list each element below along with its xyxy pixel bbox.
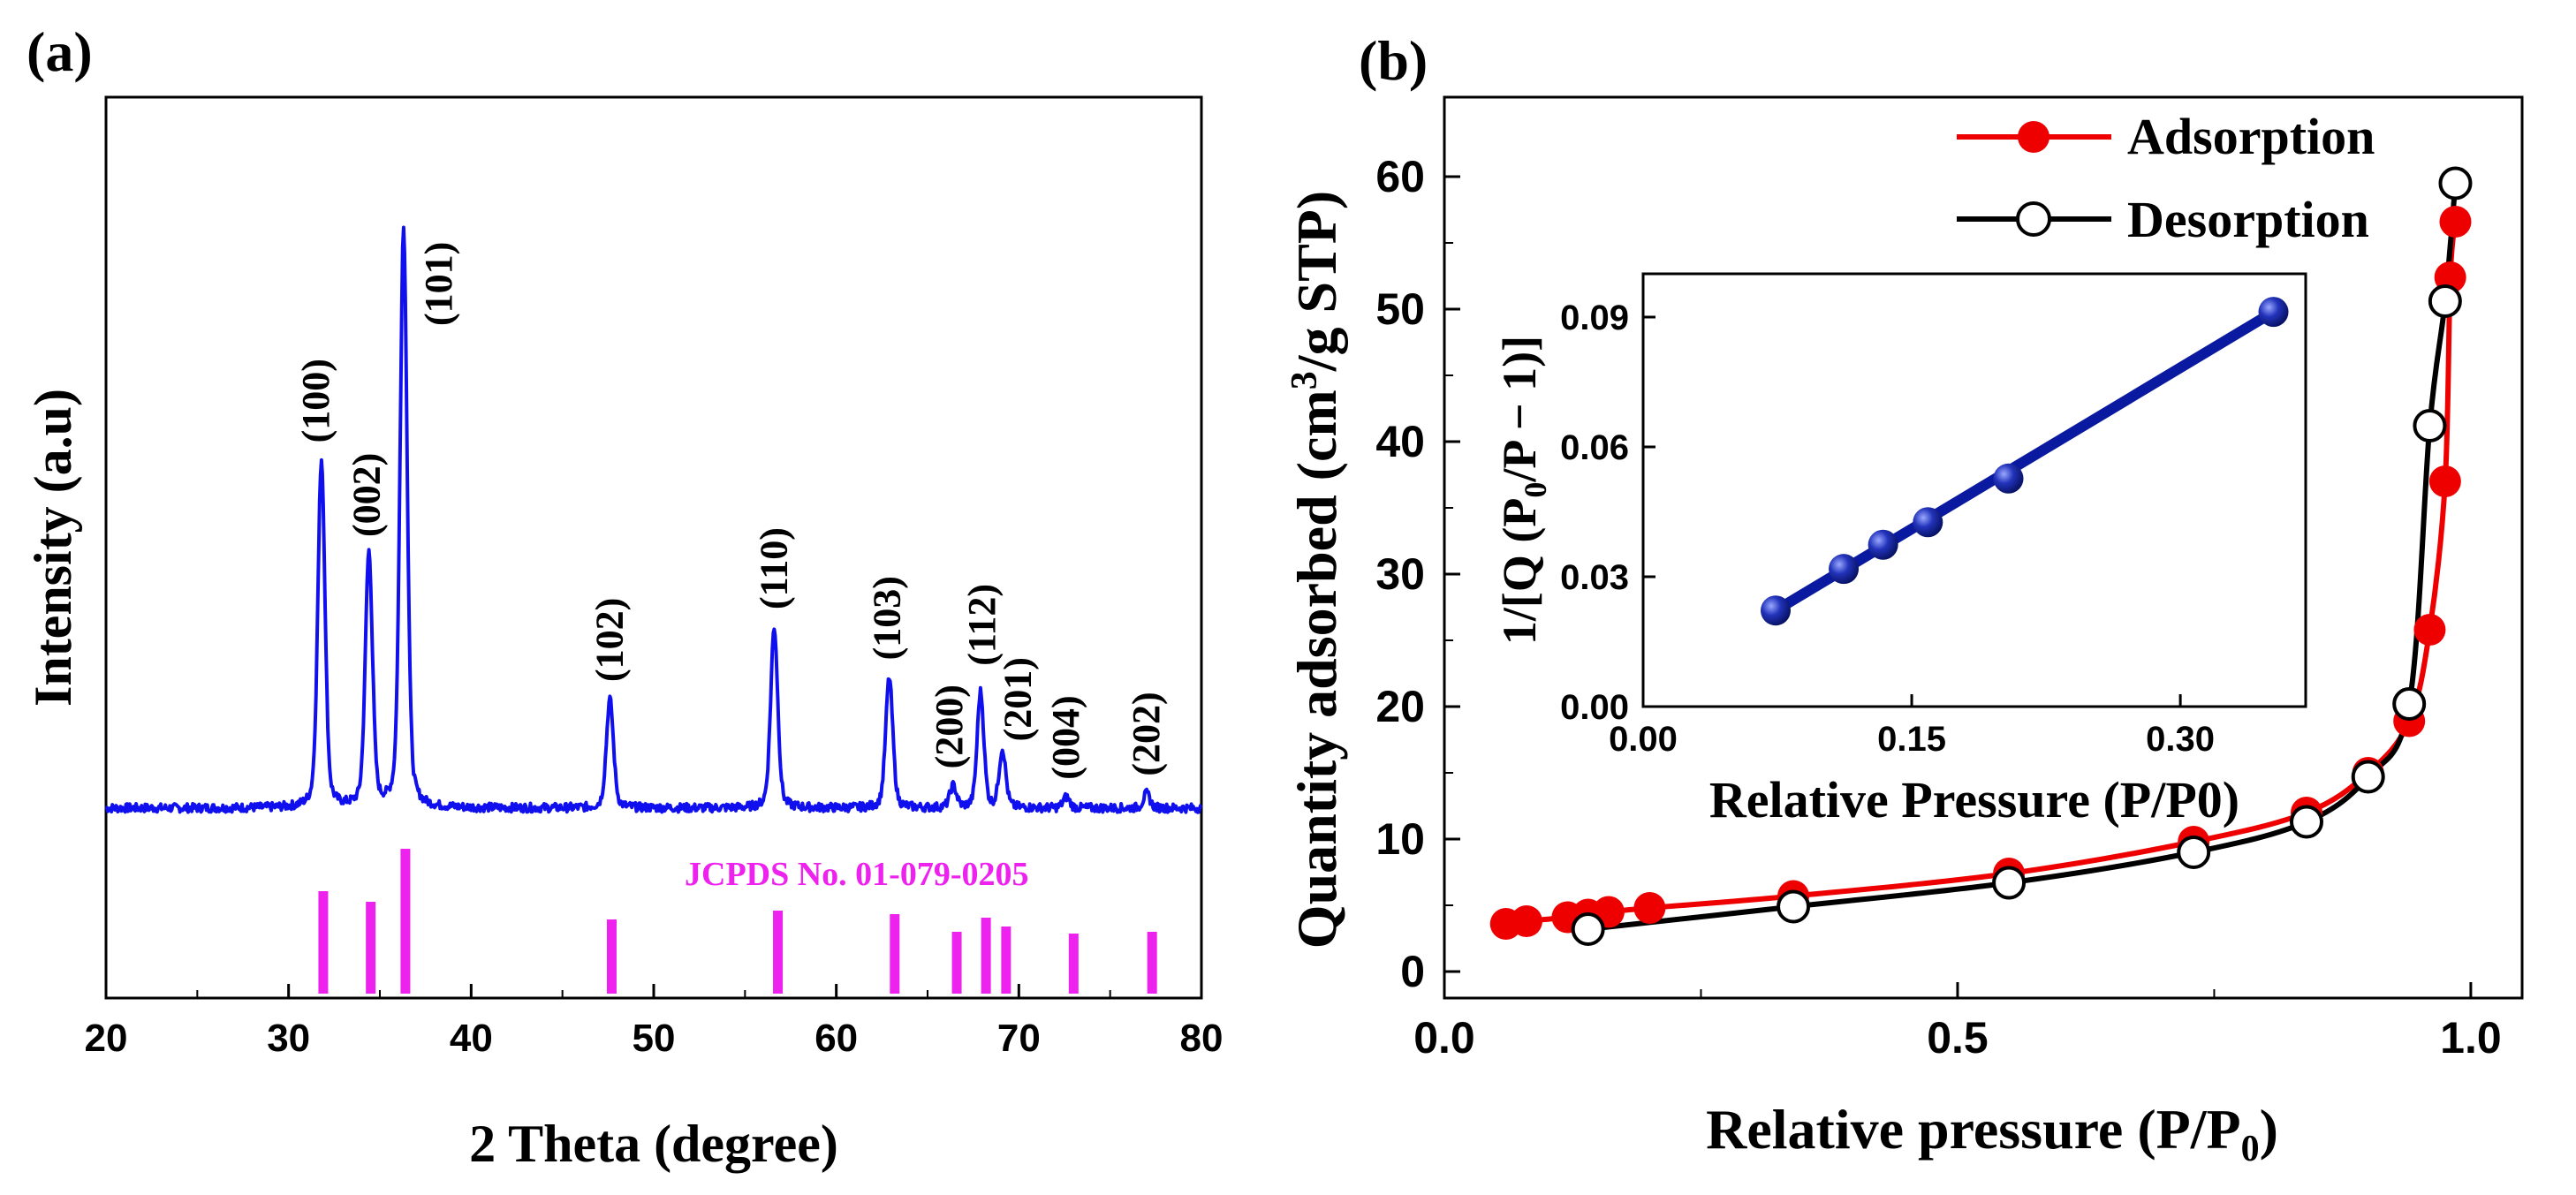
desorption-point <box>2413 409 2447 442</box>
legend-adsorption-label: Adsorption <box>2127 108 2375 165</box>
legend: Adsorption Desorption <box>1957 108 2375 248</box>
inset-y-axis-label: 1/[Q (P0/P − 1)] <box>1493 336 1553 645</box>
bet-y-tick-label: 50 <box>1375 284 1425 334</box>
legend-adsorption-marker <box>2018 121 2049 153</box>
desorption-point <box>2290 805 2323 839</box>
xrd-peak-label: (002) <box>345 453 389 537</box>
inset-x-tick-label: 0.30 <box>2146 720 2215 759</box>
xrd-peak-label: (110) <box>752 527 795 609</box>
adsorption-point <box>1633 892 1666 924</box>
bet-y-ticks: 0 10 20 30 40 50 60 <box>1375 152 1460 996</box>
inset-point <box>1761 595 1791 626</box>
desorption-point <box>1992 866 2027 900</box>
jcpds-reference-sticks <box>318 849 1157 994</box>
xrd-peak-label: (101) <box>417 242 460 326</box>
desorption-point <box>2392 687 2427 721</box>
inset-point <box>1829 554 1860 585</box>
xrd-x-tick-label: 40 <box>450 1017 493 1060</box>
inset-x-tick-label: 0.15 <box>1877 720 1946 759</box>
xrd-y-axis-label: Intensity (a.u) <box>24 389 82 707</box>
xrd-x-tick-label: 70 <box>997 1017 1041 1060</box>
bet-inset: 0.00 0.15 0.30 0.00 0.03 0.06 0.09 Relative P… <box>1493 272 2307 828</box>
xrd-peak-labels: (100)(002) (101) (102) (110) (103) (200) (112)… <box>294 242 1168 780</box>
bet-x-tick-label: 0.0 <box>1413 1013 1475 1063</box>
adsorption-point <box>2413 614 2446 646</box>
panel-label-b: (b) <box>1359 29 1428 92</box>
desorption-point <box>1571 912 1605 946</box>
inset-x-axis-label: Relative Pressure (P/P0) <box>1709 771 2239 828</box>
xrd-peak-label: (102) <box>587 598 631 682</box>
xrd-x-tick-label: 50 <box>633 1017 676 1060</box>
desorption-curve <box>1587 183 2459 932</box>
inset-x-tick-label: 0.00 <box>1609 720 1678 759</box>
bet-y-tick-label: 20 <box>1375 682 1425 731</box>
jcpds-reference-label: JCPDS No. 01-079-0205 <box>685 856 1028 893</box>
bet-x-tick-label: 1.0 <box>2440 1013 2502 1063</box>
xrd-x-tick-label: 80 <box>1180 1017 1224 1060</box>
adsorption-point <box>1510 905 1542 937</box>
desorption-point <box>2428 284 2462 318</box>
bet-x-axis-label: Relative pressure (P/P0) <box>1706 1098 2278 1169</box>
xrd-x-tick-label: 30 <box>267 1017 310 1060</box>
panel-label-a: (a) <box>27 20 93 83</box>
xrd-x-ticks: 20 30 40 50 60 70 80 <box>85 984 1224 1060</box>
xrd-peak-label: (004) <box>1044 695 1087 779</box>
xrd-axes-frame <box>104 95 1203 1000</box>
bet-y-tick-label: 10 <box>1375 814 1425 864</box>
desorption-points <box>1571 166 2473 946</box>
inset-point <box>1868 529 1898 560</box>
desorption-point <box>2438 166 2473 200</box>
adsorption-point <box>2439 206 2472 238</box>
legend-desorption-marker <box>2016 201 2051 237</box>
bet-y-tick-label: 30 <box>1375 549 1425 599</box>
inset-x-ticks: 0.00 0.15 0.30 <box>1609 694 2215 759</box>
bet-y-tick-label: 60 <box>1375 152 1425 201</box>
bet-axes-frame <box>1443 95 2524 1000</box>
bet-y-axis-label: Quantity adsorbed (cm3/g STP) <box>1284 191 1348 949</box>
xrd-peak-label: (202) <box>1125 692 1168 775</box>
xrd-peak-label: (200) <box>928 684 971 768</box>
xrd-plot-area <box>104 95 1203 1000</box>
xrd-peak-label: (103) <box>866 576 909 660</box>
inset-points <box>1761 297 2289 626</box>
inset-y-tick-label: 0.03 <box>1560 558 1629 597</box>
xrd-x-tick-label: 20 <box>85 1017 128 1060</box>
inset-point <box>2258 297 2289 328</box>
xrd-peak-label: (201) <box>996 657 1040 741</box>
desorption-point <box>2177 836 2211 869</box>
inset-linear-fit <box>1770 306 2279 616</box>
inset-y-tick-label: 0.06 <box>1560 428 1629 467</box>
xrd-peak-label: (100) <box>294 359 337 442</box>
xrd-x-tick-label: 60 <box>814 1017 858 1060</box>
bet-x-tick-label: 0.5 <box>1927 1013 1989 1063</box>
inset-y-tick-label: 0.00 <box>1560 688 1629 727</box>
inset-point <box>1913 507 1943 538</box>
xrd-pattern-line <box>104 225 1203 814</box>
bet-y-tick-label: 40 <box>1375 417 1425 466</box>
desorption-point <box>1777 889 1811 924</box>
inset-point <box>1993 463 2024 494</box>
desorption-point <box>2351 760 2385 794</box>
legend-desorption-label: Desorption <box>2127 191 2369 248</box>
inset-y-tick-label: 0.09 <box>1560 299 1629 337</box>
bet-x-ticks: 0.0 0.5 1.0 <box>1413 982 2502 1063</box>
adsorption-point <box>2428 465 2461 497</box>
xrd-x-axis-label: 2 Theta (degree) <box>469 1115 838 1173</box>
inset-y-ticks: 0.00 0.03 0.06 0.09 <box>1560 299 1655 727</box>
bet-y-tick-label: 0 <box>1400 947 1425 996</box>
xrd-peak-label: (112) <box>960 584 1004 666</box>
